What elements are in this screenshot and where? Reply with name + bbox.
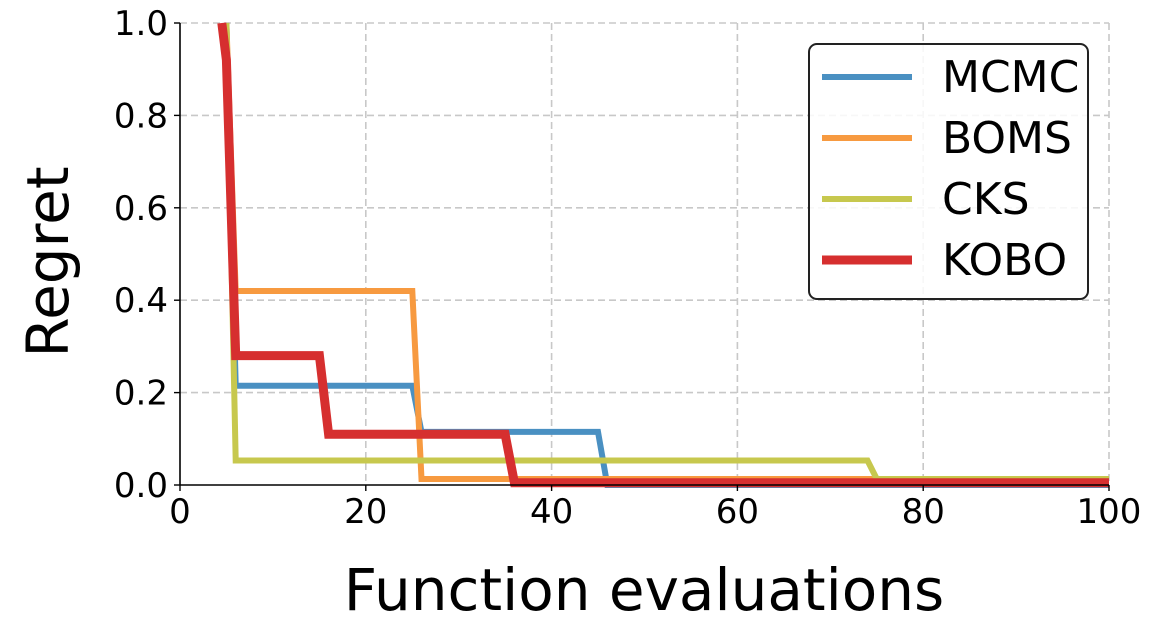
y-tick-label: 0.2 [114,374,168,414]
legend-label-kobo: KOBO [942,235,1067,286]
y-tick-label: 0.0 [114,466,168,506]
x-tick-label: 40 [530,492,573,532]
legend: MCMC BOMS CKS KOBO [808,43,1089,300]
series-lines [217,22,1109,488]
x-tick-label: 0 [169,492,191,532]
x-axis-label: Function evaluations [344,556,944,624]
x-tick-label: 20 [344,492,387,532]
legend-label-boms: BOMS [942,113,1072,164]
y-axis-label: Regret [14,166,82,357]
x-tick-label: 60 [716,492,759,532]
series-line-kobo [217,22,1109,488]
legend-label-cks: CKS [942,174,1030,225]
x-tick-label: 100 [1077,492,1142,532]
y-tick-label: 0.4 [114,281,168,321]
y-tick-label: 0.8 [114,96,168,136]
legend-box [808,43,1089,300]
axes [179,23,1109,486]
y-tick-label: 1.0 [114,4,168,44]
x-tick-label: 80 [902,492,945,532]
y-tick-label: 0.6 [114,189,168,229]
tick-labels: 0 20 40 60 80 100 0.0 0.2 0.4 0.6 0.8 1.0 [114,4,1142,532]
legend-label-mcmc: MCMC [942,52,1079,103]
